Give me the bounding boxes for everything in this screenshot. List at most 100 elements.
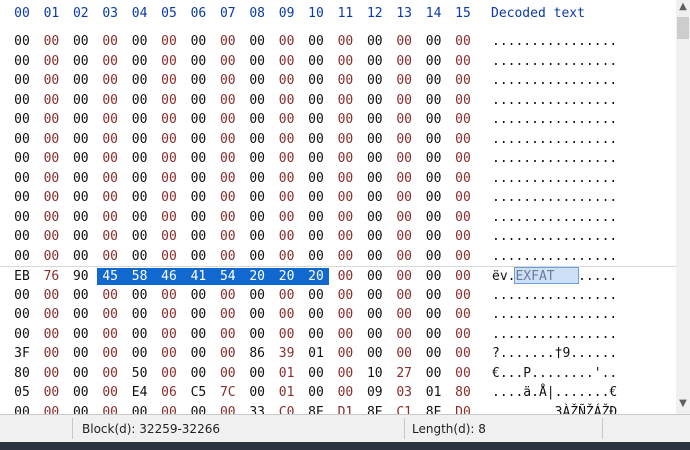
hex-byte[interactable]: 00 [455, 287, 471, 303]
hex-byte[interactable]: 00 [131, 248, 148, 264]
hex-byte[interactable]: 00 [72, 346, 89, 361]
hex-byte[interactable]: 00 [102, 73, 119, 88]
hex-byte[interactable]: 00 [43, 92, 60, 108]
hex-byte[interactable]: 00 [278, 190, 295, 205]
hex-byte[interactable]: 00 [102, 248, 119, 264]
hex-row[interactable]: 00 00 00 00 00 00 00 00 00 00 00 00 00 00 00 00........… [0, 286, 676, 306]
hex-byte[interactable]: 00 [249, 229, 266, 244]
hex-byte[interactable]: 00 [190, 92, 207, 108]
hex-byte[interactable]: 00 [14, 73, 30, 88]
hex-byte[interactable]: 00 [308, 73, 324, 88]
hex-byte[interactable]: 00 [425, 229, 442, 244]
hex-byte[interactable]: 00 [219, 73, 236, 88]
hex-byte[interactable]: 00 [161, 248, 177, 264]
hex-byte[interactable]: 00 [337, 34, 354, 49]
hex-byte[interactable]: 00 [455, 34, 471, 49]
hex-byte[interactable]: 00 [219, 170, 236, 186]
hex-byte[interactable]: 00 [190, 151, 207, 166]
hex-row[interactable]: EB 76 90 45 58 46 41 54 20 20 20 00 00 00 00 00 ëv.EXFAT… [0, 266, 676, 287]
decoded-text[interactable]: ................ [492, 53, 618, 69]
hex-byte[interactable]: 00 [366, 131, 383, 147]
hex-byte[interactable]: 00 [455, 229, 471, 244]
hex-byte[interactable]: 00 [190, 53, 207, 69]
hex-byte[interactable]: 00 [425, 190, 442, 205]
hex-byte[interactable]: 00 [131, 53, 148, 69]
hex-byte[interactable]: 00 [396, 92, 413, 108]
hex-byte[interactable]: 00 [14, 112, 30, 127]
hex-byte[interactable]: 00 [43, 404, 60, 415]
hex-byte[interactable]: 00 [131, 73, 148, 88]
hex-byte[interactable]: 00 [219, 151, 236, 166]
hex-byte[interactable]: 00 [455, 248, 471, 264]
hex-byte[interactable]: 00 [219, 229, 236, 244]
hex-byte[interactable]: 00 [219, 248, 236, 264]
hex-byte[interactable]: 90 [72, 269, 89, 284]
hex-byte[interactable]: 00 [366, 346, 383, 361]
decoded-text[interactable]: ................ [492, 131, 618, 147]
decoded-text[interactable]: €...P........'.. [492, 365, 618, 381]
hex-byte[interactable]: 00 [308, 190, 324, 205]
hex-byte[interactable]: 00 [43, 229, 60, 244]
hex-byte[interactable]: 46 [161, 269, 177, 284]
hex-byte[interactable]: 00 [455, 365, 471, 381]
hex-byte[interactable]: 00 [190, 307, 207, 322]
hex-row[interactable]: 3F 00 00 00 00 00 00 00 86 39 01 00 00 00 00 00?.......… [0, 344, 676, 364]
scrollbar-thumb[interactable] [677, 17, 689, 39]
hex-byte[interactable]: 00 [131, 307, 148, 322]
hex-row[interactable]: 00 00 00 00 00 00 00 00 33 C0 8E D1 8E C1 8E D0........… [0, 403, 676, 415]
decoded-text[interactable]: ?.......†9...... [492, 346, 618, 361]
hex-byte[interactable]: 00 [455, 326, 471, 342]
hex-byte[interactable]: 80 [455, 385, 471, 400]
hex-byte[interactable]: 00 [161, 53, 177, 69]
hex-byte[interactable]: 00 [72, 34, 89, 49]
decoded-text[interactable]: ................ [492, 326, 618, 342]
hex-byte[interactable]: 00 [72, 229, 89, 244]
hex-byte[interactable]: 00 [190, 73, 207, 88]
hex-byte[interactable]: 00 [396, 229, 413, 244]
hex-byte[interactable]: 00 [14, 209, 30, 225]
hex-byte[interactable]: 00 [72, 209, 89, 225]
hex-byte[interactable]: 00 [72, 53, 89, 69]
hex-byte[interactable]: 00 [131, 151, 148, 166]
hex-byte[interactable]: 00 [455, 190, 471, 205]
hex-byte[interactable]: 00 [43, 209, 60, 225]
hex-byte[interactable]: 03 [396, 385, 413, 400]
hex-byte[interactable]: 00 [249, 151, 266, 166]
hex-byte[interactable]: 00 [366, 269, 383, 284]
hex-byte[interactable]: 00 [102, 404, 119, 415]
hex-byte[interactable]: 00 [308, 34, 324, 49]
hex-byte[interactable]: 00 [425, 34, 442, 49]
hex-row[interactable]: 00 00 00 00 00 00 00 00 00 00 00 00 00 00 00 00........… [0, 32, 676, 52]
hex-byte[interactable]: 00 [337, 248, 354, 264]
hex-byte[interactable]: 00 [72, 151, 89, 166]
hex-byte[interactable]: 00 [337, 112, 354, 127]
hex-byte[interactable]: 01 [425, 385, 442, 400]
hex-byte[interactable]: 00 [366, 112, 383, 127]
hex-byte[interactable]: 00 [337, 151, 354, 166]
hex-byte[interactable]: 00 [366, 209, 383, 225]
hex-byte[interactable]: 00 [131, 34, 148, 49]
hex-byte[interactable]: 00 [102, 307, 119, 322]
hex-byte[interactable]: 8E [366, 404, 383, 415]
hex-byte[interactable]: 00 [72, 131, 89, 147]
hex-byte[interactable]: 00 [337, 73, 354, 88]
hex-byte[interactable]: 00 [278, 248, 295, 264]
hex-byte[interactable]: 00 [131, 287, 148, 303]
hex-byte[interactable]: 00 [425, 326, 442, 342]
hex-row[interactable]: 00 00 00 00 00 00 00 00 00 00 00 00 00 00 00 00........… [0, 71, 676, 91]
hex-byte[interactable]: 00 [72, 92, 89, 108]
hex-byte[interactable]: 00 [366, 170, 383, 186]
hex-byte[interactable]: 00 [102, 209, 119, 225]
hex-byte[interactable]: 00 [308, 307, 324, 322]
hex-byte[interactable]: 00 [131, 190, 148, 205]
hex-byte[interactable]: 00 [308, 112, 324, 127]
hex-byte[interactable]: 00 [131, 229, 148, 244]
hex-byte[interactable]: 00 [396, 248, 413, 264]
hex-byte[interactable]: 06 [161, 385, 177, 400]
hex-byte[interactable]: 01 [308, 346, 324, 361]
hex-byte[interactable]: 00 [337, 326, 354, 342]
hex-byte[interactable]: 00 [131, 209, 148, 225]
hex-byte[interactable]: 76 [43, 269, 60, 284]
hex-byte[interactable]: 00 [102, 287, 119, 303]
hex-byte[interactable]: 00 [161, 170, 177, 186]
